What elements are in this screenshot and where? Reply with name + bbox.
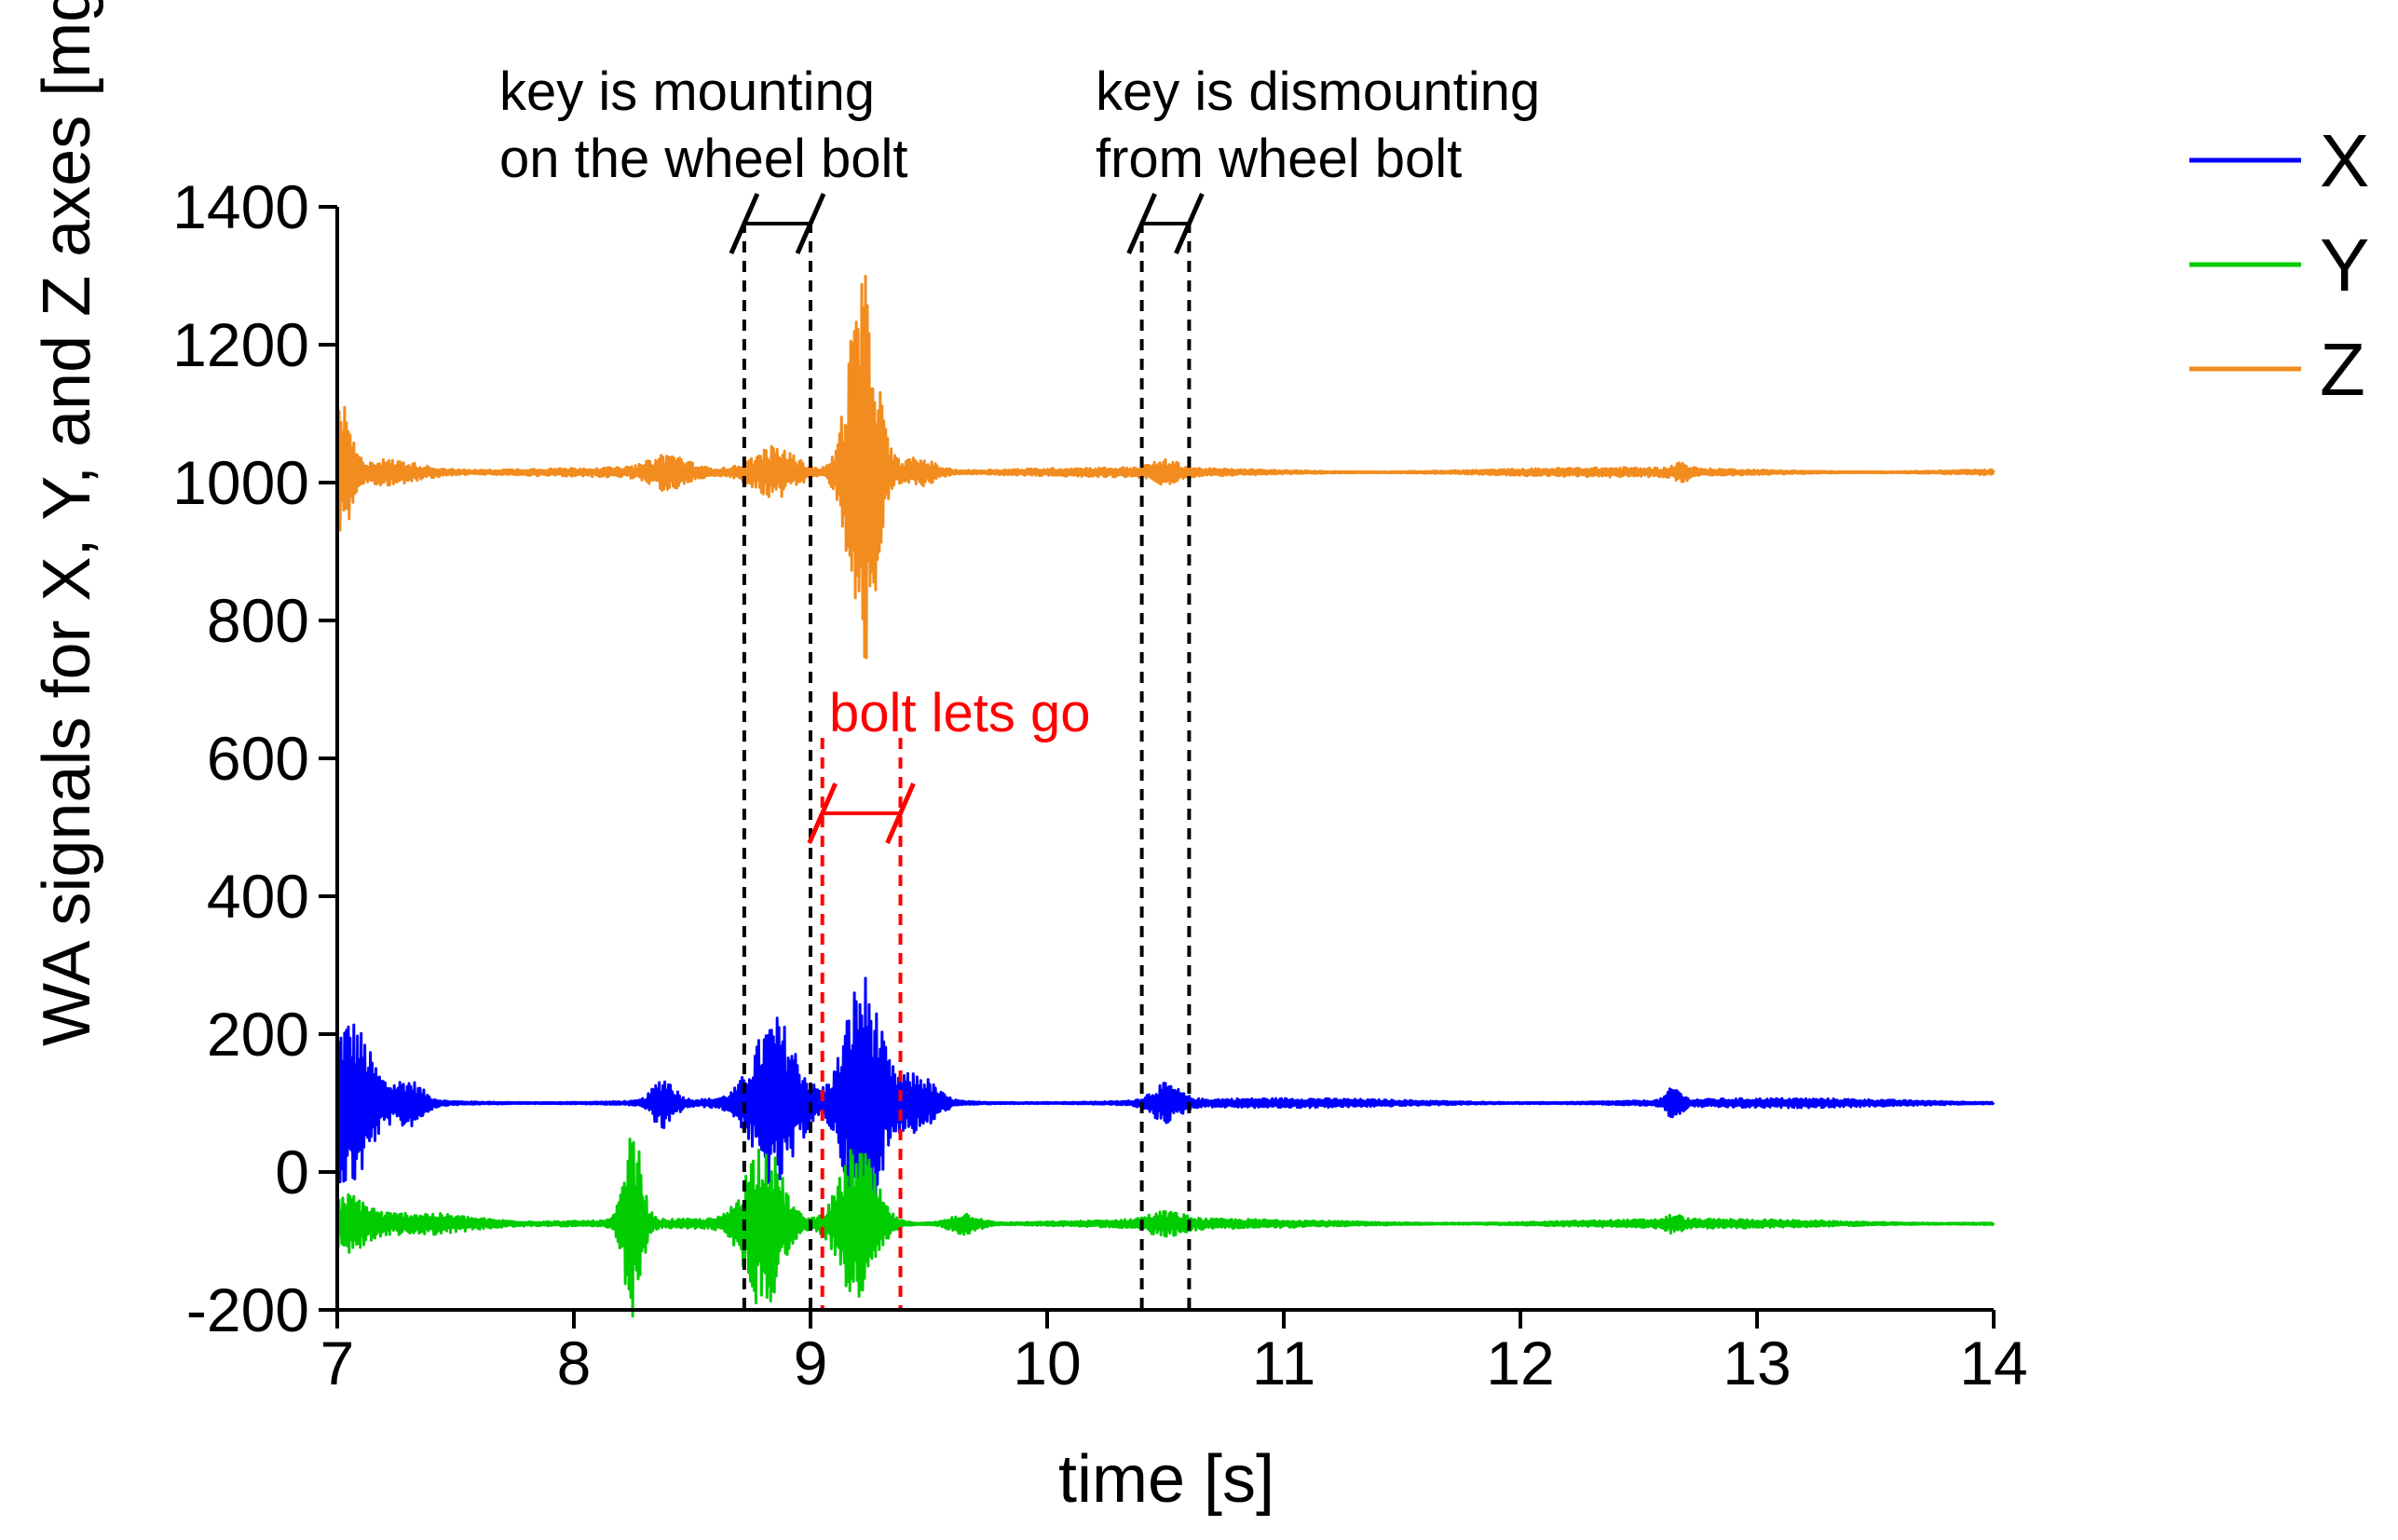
- y-axis-title: WA signals for X, Y, and Z axes [mg0]: [30, 0, 125, 1046]
- x-tick-label: 7: [320, 1329, 355, 1397]
- series-line-x: [335, 976, 1996, 1212]
- annotation-bolt-end-slash: [885, 782, 916, 845]
- series-line-z: [335, 274, 1996, 660]
- annotation-bolt-label: bolt lets go: [829, 683, 1091, 743]
- annotation-mount-end-slash: [795, 192, 826, 255]
- annotation-mount-label-line1: key is mounting: [499, 61, 875, 122]
- axes: -200 0 200 400 600 800 1000 1200 1400 7 8 9 10 11 12 13…: [172, 172, 2028, 1397]
- y-tick-label: 0: [275, 1138, 309, 1206]
- legend-label-y: Y: [2320, 224, 2369, 307]
- x-tick-label: 12: [1486, 1329, 1554, 1397]
- y-tick-label: 1200: [172, 310, 309, 379]
- annotation-dismount-end-slash: [1174, 192, 1205, 255]
- x-tick-label: 13: [1723, 1329, 1791, 1397]
- x-tick-label: 11: [1252, 1329, 1316, 1397]
- annotation-dismount-label-line2: from wheel bolt: [1096, 129, 1462, 189]
- y-tick-label: 200: [207, 1000, 309, 1069]
- legend-label-z: Z: [2320, 328, 2365, 411]
- y-tick-label: 1000: [172, 448, 309, 517]
- y-tick-label: -200: [186, 1275, 309, 1344]
- y-tick-label: 400: [207, 862, 309, 931]
- annotation-mount-start-slash: [729, 192, 760, 255]
- x-tick-label: 14: [1959, 1329, 2027, 1397]
- annotation-layer: key is mounting on the wheel bolt key is d…: [499, 61, 1540, 1310]
- y-tick-label: 1400: [172, 172, 309, 241]
- x-tick-label: 9: [794, 1329, 828, 1397]
- y-axis-title-main: WA signals for X, Y, and Z axes [mg: [30, 0, 104, 1046]
- legend-label-x: X: [2320, 119, 2369, 202]
- legend: XYZ: [2189, 119, 2369, 411]
- series-line-y: [335, 1138, 1996, 1318]
- y-tick-label: 600: [207, 724, 309, 793]
- annotation-mount-label-line2: on the wheel bolt: [499, 129, 908, 189]
- x-tick-label: 10: [1013, 1329, 1081, 1397]
- series-layer: [335, 274, 1996, 1318]
- annotation-dismount-label-line1: key is dismounting: [1096, 61, 1540, 122]
- x-axis-title: time [s]: [1058, 1442, 1274, 1517]
- x-tick-label: 8: [557, 1329, 592, 1397]
- y-tick-label: 800: [207, 586, 309, 655]
- annotation-dismount-start-slash: [1126, 192, 1157, 255]
- annotation-bolt-start-slash: [807, 782, 838, 845]
